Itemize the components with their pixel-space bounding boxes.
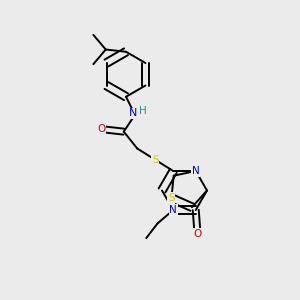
Text: O: O: [193, 229, 201, 239]
Text: H: H: [139, 106, 146, 116]
Text: N: N: [169, 205, 177, 215]
Text: O: O: [97, 124, 105, 134]
Text: S: S: [152, 155, 159, 165]
Text: N: N: [192, 166, 200, 176]
Text: S: S: [168, 193, 175, 203]
Text: N: N: [129, 108, 138, 118]
